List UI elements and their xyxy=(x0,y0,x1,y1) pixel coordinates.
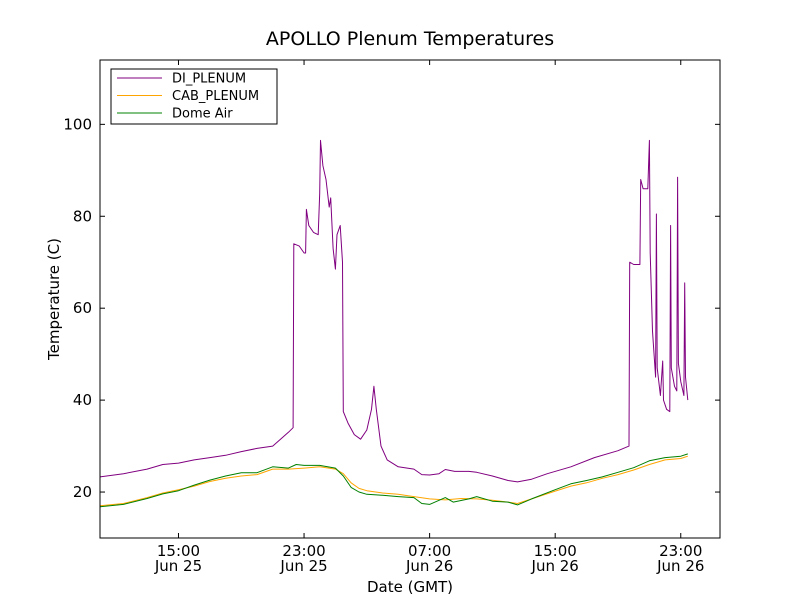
legend-label-cab-plenum: CAB_PLENUM xyxy=(172,89,259,104)
x-tick-label-time: 23:00 xyxy=(282,542,325,560)
x-tick-label-date: Jun 25 xyxy=(279,557,327,575)
plot-frame xyxy=(99,59,721,539)
series-line-di-plenum xyxy=(100,139,689,483)
legend-label-di-plenum: DI_PLENUM xyxy=(172,72,246,87)
x-tick-label-time: 07:00 xyxy=(408,542,451,560)
y-tick-label: 60 xyxy=(73,299,92,317)
x-tick-label-date: Jun 26 xyxy=(656,557,704,575)
x-tick-label-date: Jun 26 xyxy=(531,557,579,575)
series-line-cab-plenum xyxy=(100,455,688,507)
legend-label-dome-air: Dome Air xyxy=(172,107,233,122)
chart-title: APOLLO Plenum Temperatures xyxy=(266,28,554,50)
y-axis-label: Temperature (C) xyxy=(45,238,63,361)
y-tick-label: 80 xyxy=(73,207,92,225)
x-axis-label: Date (GMT) xyxy=(367,578,453,596)
y-tick-label: 20 xyxy=(73,483,92,501)
legend: DI_PLENUM CAB_PLENUM Dome Air xyxy=(110,68,278,125)
x-tick-label-date: Jun 26 xyxy=(405,557,453,575)
y-tick-label: 100 xyxy=(63,115,92,133)
x-tick-label-time: 15:00 xyxy=(157,542,200,560)
series-line-dome-air xyxy=(100,453,688,508)
y-tick-label: 40 xyxy=(73,391,92,409)
series-layer xyxy=(100,139,689,508)
x-tick-label-time: 23:00 xyxy=(659,542,702,560)
x-tick-label-date: Jun 25 xyxy=(154,557,202,575)
x-tick-label-time: 15:00 xyxy=(534,542,577,560)
